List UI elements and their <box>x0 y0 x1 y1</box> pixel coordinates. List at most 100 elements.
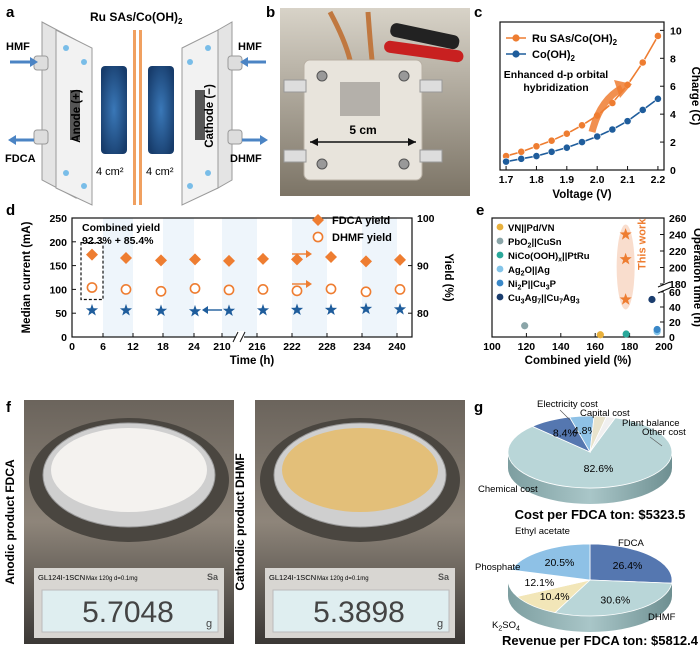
red-clip <box>384 40 464 63</box>
panel-g: g 82.6% 8.4%4.8% Chemical cost Electricity … <box>474 399 699 648</box>
chart-c-xlabel: Voltage (V) <box>552 189 611 201</box>
chart-d-current-point <box>188 304 202 317</box>
chart-e-this-work-point <box>619 252 632 265</box>
hmf-left-label: HMF <box>6 41 30 53</box>
chart-d-break-2 <box>239 331 246 343</box>
revenue-pie-slice-value: 30.6% <box>600 594 630 606</box>
cost-pie-slice <box>589 416 617 453</box>
chart-c-point <box>623 117 632 126</box>
chart-d-fdca-point <box>189 253 201 266</box>
chart-d-ytick-left-label: 50 <box>55 308 67 320</box>
chart-d-current-point <box>359 302 373 315</box>
chart-d-arrowhead-fdca <box>306 250 312 258</box>
chart-d-xtick-label: 18 <box>157 341 169 353</box>
chart-e-legend-part: Ag <box>563 293 576 304</box>
chart-g: 82.6% 8.4%4.8% Chemical cost Electricity co… <box>475 399 699 648</box>
panel-a: a Ru SAs/Co(OH)2 Anode (+) HMF FDCA 4 cm… <box>5 4 268 206</box>
chart-c: 1.7 1.8 1.9 2.0 2.1 2.2 0 2 4 6 8 10 Voltage (V) Char… <box>499 21 700 201</box>
cost-pie-slice-label: Chemical cost <box>478 484 538 495</box>
chart-c-point <box>547 136 556 145</box>
chart-e-break-gap <box>660 283 668 293</box>
anode-screw-2 <box>63 170 69 176</box>
fdca-scale-brand: Sa <box>207 572 219 582</box>
chart-c-point <box>638 106 647 114</box>
chart-e-legend-marker <box>496 265 504 273</box>
label-part: Other cost <box>642 427 686 438</box>
chart-e-ytick-label: 220 <box>669 246 687 258</box>
revenue-pie-slice-value: 12.1% <box>525 577 555 589</box>
panel-d: d 0 6 12 18 24 210 216 222 228 234 240 0 50 100 150 200… <box>6 202 454 367</box>
chart-c-point <box>547 147 556 156</box>
cost-pie-slice-value: 4.8% <box>573 425 597 437</box>
chart-d-combined-label: Combined yield <box>82 222 160 234</box>
cathode-label: Cathode (−) <box>204 84 216 148</box>
chart-e-point <box>648 295 656 304</box>
chart-c-frame <box>499 21 665 171</box>
copper-wire-2 <box>365 11 375 61</box>
chart-d-band <box>103 218 133 337</box>
label-part: Capital cost <box>580 408 630 419</box>
chart-c-ytick-label: 8 <box>670 53 676 65</box>
chart-c-ytick-label: 10 <box>670 25 682 37</box>
chart-e-xlabel: Combined yield (%) <box>525 355 632 367</box>
revenue-pie-slice <box>554 579 673 617</box>
chart-d-xtick-label: 0 <box>69 341 75 353</box>
cost-pie-slice-label: Electricity cost <box>537 399 598 410</box>
dimension-label: 5 cm <box>349 123 376 137</box>
dimension-arrow-left <box>310 138 318 146</box>
chart-d-band <box>163 218 194 337</box>
chart-e-legend-part: P <box>550 279 557 290</box>
chart-c-legend-main: Co(OH) <box>532 49 571 61</box>
revenue-pie-slice <box>507 569 591 597</box>
chart-e-point <box>521 322 529 330</box>
label-part: FDCA <box>618 538 645 549</box>
port-3 <box>419 79 443 93</box>
chart-d-fdca-point <box>223 254 235 267</box>
chart-d-legend-dhmf: DHMF yield <box>332 232 392 244</box>
chart-d-dhmf-point <box>155 285 167 297</box>
chart-c-point <box>654 32 662 40</box>
label-part: DHMF <box>648 612 676 623</box>
chart-e-legend-part: VN||Pd/VN <box>508 223 555 234</box>
chart-e-legend-part: Ni <box>508 279 518 290</box>
chart-d-xtick-label: 216 <box>248 341 266 353</box>
cost-pie-slice-label: Capital cost <box>580 408 630 419</box>
chart-d-ytick-left-label: 100 <box>49 284 67 296</box>
chart-d-ytick-right-label: 90 <box>417 261 429 273</box>
chart-e-xtick-label: 180 <box>621 341 639 353</box>
cost-pie-side <box>508 452 672 504</box>
fdca-reading: 5.7048 <box>82 596 174 629</box>
fdca-display <box>41 589 219 633</box>
revenue-pie-slice-label: Ethyl acetate <box>515 526 570 537</box>
revenue-pie-slice-value: 26.4% <box>613 560 643 572</box>
chart-c-point <box>638 58 647 67</box>
anode-screw-4 <box>81 183 87 189</box>
area-right-label: 4 cm² <box>146 166 174 178</box>
chart-e-legend-marker <box>496 293 504 301</box>
chart-e-legend-sub: 2 <box>521 271 525 278</box>
cathode-screw-3 <box>187 183 193 189</box>
chart-c-legend-sub: 2 <box>613 38 618 47</box>
chart-c-xtick-label: 1.7 <box>499 174 514 186</box>
membrane-title-sub: 2 <box>178 17 183 26</box>
fdca-unit: g <box>206 618 212 630</box>
panel-label-g: g <box>474 399 483 416</box>
chart-c-ylabel: Charge (C) <box>689 67 700 126</box>
chart-e-legend-marker <box>496 251 504 259</box>
chart-d-xtick-label: 12 <box>127 341 139 353</box>
revenue-pie-slice <box>510 543 591 581</box>
chart-d-arrowhead-dhmf <box>306 280 312 288</box>
chart-d-dhmf-point <box>360 286 372 298</box>
label-part: Ethyl acetate <box>515 526 570 537</box>
chart-d-fdca-point <box>394 253 406 266</box>
chart-e-legend-part: O||Ag <box>525 265 551 276</box>
chart-e-legend-sub: 2 <box>518 285 522 292</box>
dhmf-unit: g <box>437 618 443 630</box>
cost-pie-slice <box>507 417 673 489</box>
chart-e-legend-sub: 2 <box>528 243 532 250</box>
cost-pie-leader <box>559 409 571 421</box>
chart-c-ytick-label: 0 <box>670 165 676 177</box>
chart-e-legend-part: Ag <box>525 293 538 304</box>
chart-c-point <box>562 129 571 138</box>
cost-pie-slice-label: Other cost <box>642 427 686 438</box>
